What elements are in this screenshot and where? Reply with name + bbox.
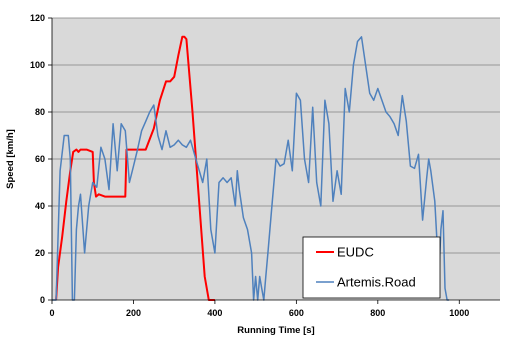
y-tick-label: 120 [30, 13, 45, 23]
x-tick-label: 0 [49, 308, 54, 318]
x-tick-labels: 0 200 400 600 800 1000 [49, 308, 469, 318]
y-tick-label: 0 [40, 295, 45, 305]
series-line-eudc [55, 35, 215, 301]
y-tick-label: 60 [35, 154, 45, 164]
x-tick-label: 800 [370, 308, 385, 318]
series-lines [52, 35, 450, 301]
x-tick-label: 600 [289, 308, 304, 318]
y-tick-label: 100 [30, 60, 45, 70]
y-tick-label: 80 [35, 107, 45, 117]
y-tick-label: 20 [35, 248, 45, 258]
y-tick-label: 40 [35, 201, 45, 211]
x-tick-label: 200 [126, 308, 141, 318]
axes [48, 17, 500, 304]
series-line-artemis-road [52, 36, 450, 301]
x-tick-label: 1000 [449, 308, 469, 318]
x-axis-title: Running Time [s] [237, 325, 314, 336]
legend-box [302, 236, 441, 299]
legend-label-eudc: EUDC [337, 245, 374, 260]
legend-label-artemis-road: Artemis.Road [337, 275, 416, 290]
x-tick-label: 400 [207, 308, 222, 318]
legend: EUDC Artemis.Road [302, 236, 441, 299]
y-tick-labels: 0 20 40 60 80 100 120 [30, 13, 45, 305]
y-axis-title: Speed [km/h] [5, 129, 16, 189]
